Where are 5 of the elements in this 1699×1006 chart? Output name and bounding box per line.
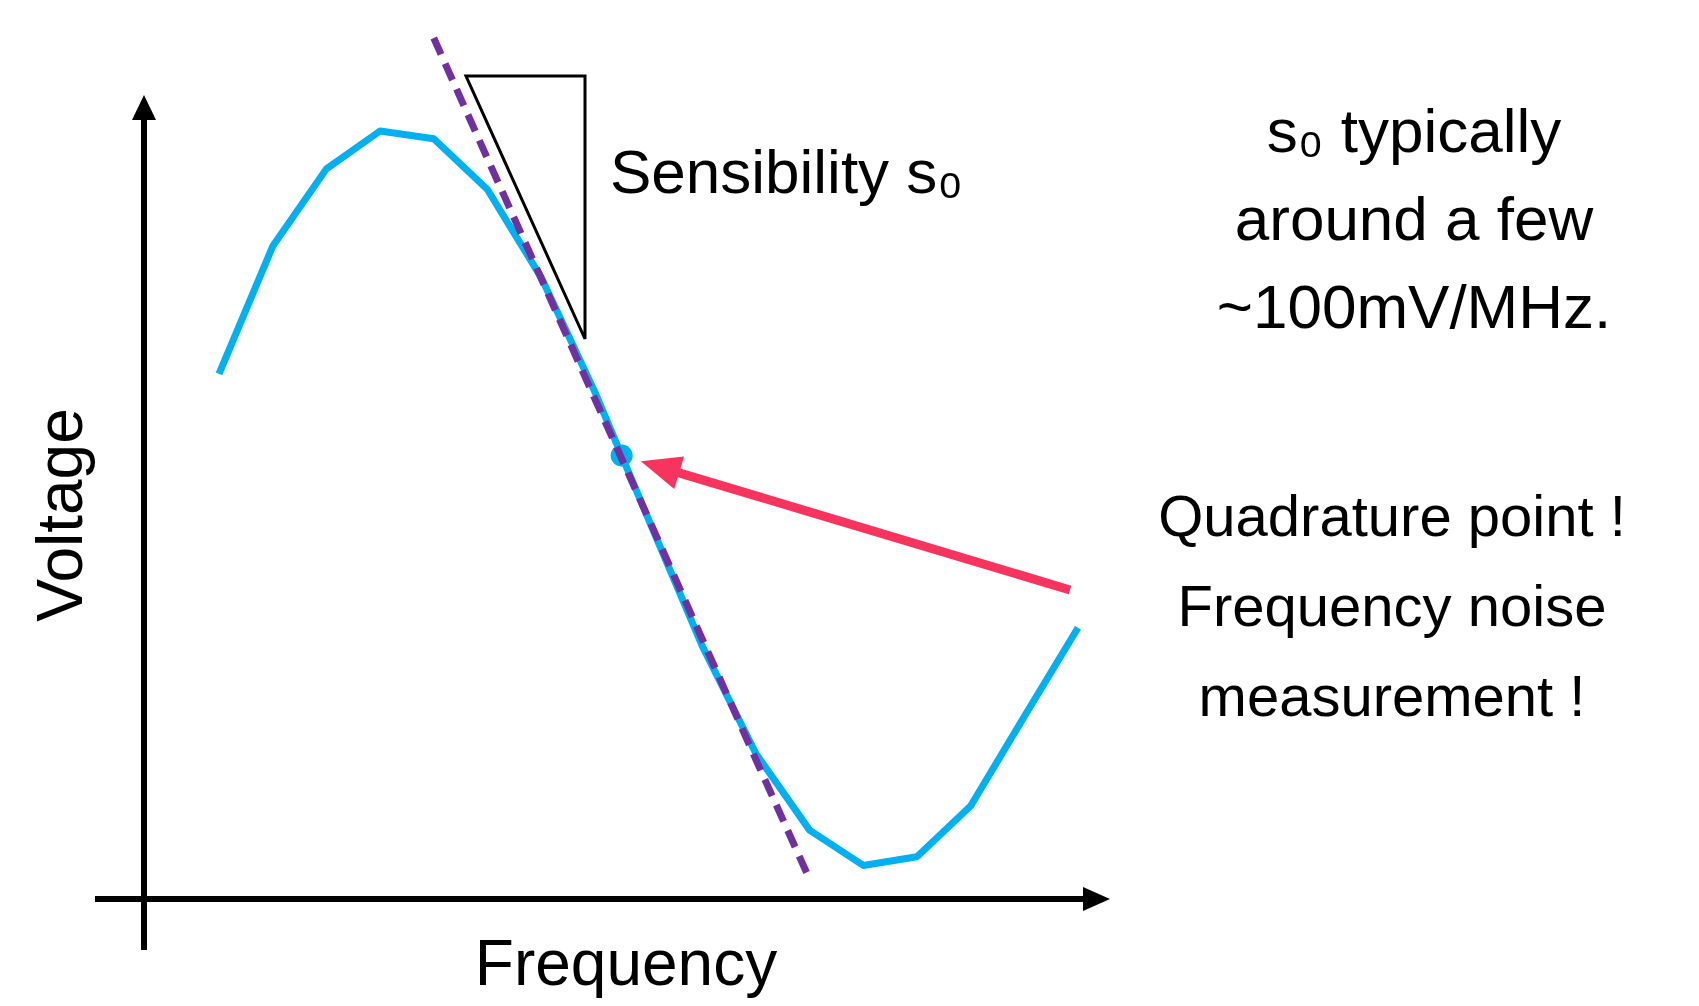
text: Quadrature point ! Frequency noise measurement ! [1158,483,1626,728]
annotation: Sensibility s₀ [610,137,964,206]
x-axis-title: Frequency [474,927,778,999]
text: s₀ typically around a few ~100mV/MHz. [1216,96,1612,341]
y-axis-title: Voltage [24,408,96,622]
